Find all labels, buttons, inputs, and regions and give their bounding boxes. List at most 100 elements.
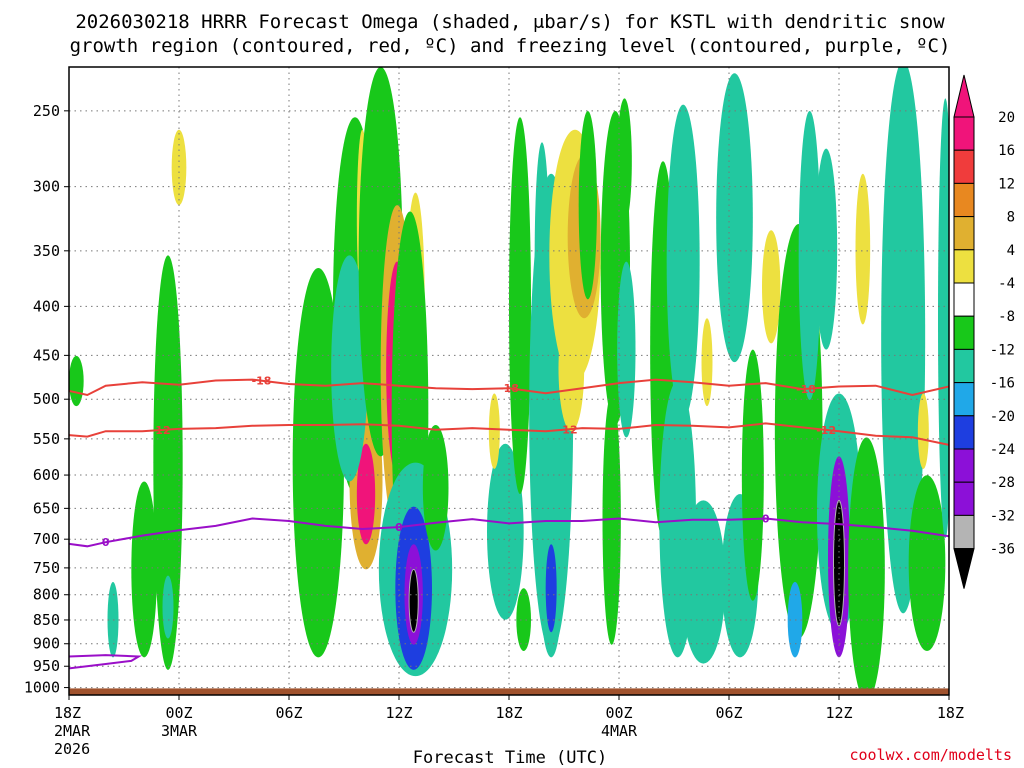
- omega-cell: [762, 230, 781, 344]
- omega-cell: [938, 98, 949, 538]
- colorbar-label: -20: [990, 409, 1015, 425]
- x-date-label: 2MAR: [54, 722, 91, 740]
- y-tick-label: 600: [33, 466, 60, 484]
- colorbar-swatch: [953, 448, 975, 483]
- y-tick-label: 400: [33, 297, 60, 315]
- colorbar-swatch: [953, 415, 975, 450]
- colorbar-label: -12: [990, 342, 1015, 358]
- x-tick-label: 18Z: [54, 704, 81, 722]
- pressure-axis: 250 300 350 400 450 500 550 600 650 700 750 800 850 9…: [24, 102, 69, 697]
- omega-cell: [516, 588, 532, 652]
- colorbar-label: -28: [990, 475, 1015, 491]
- contour-label: -18: [796, 383, 816, 396]
- colorbar-label: -36: [990, 542, 1015, 558]
- contour-red: [69, 378, 949, 397]
- omega-cell: [815, 148, 838, 350]
- colorbar-swatch: [953, 348, 975, 384]
- contour-label: -18: [499, 382, 519, 395]
- omega-cell: [617, 261, 636, 438]
- contour-label: -12: [558, 423, 578, 436]
- omega-cell: [617, 98, 632, 224]
- y-tick-label: 450: [33, 346, 60, 364]
- colorbar-label: -8: [998, 309, 1015, 325]
- colorbar-label: 12: [998, 176, 1015, 192]
- y-tick-label: 300: [33, 178, 60, 196]
- colorbar-bottom-arrow: [953, 548, 975, 589]
- colorbar-swatch: [953, 182, 975, 218]
- credit-text: coolwx.com/modelts: [849, 746, 1012, 764]
- y-tick-label: 650: [33, 499, 60, 517]
- colorbar-label: 16: [998, 143, 1015, 159]
- x-date-label: 3MAR: [161, 722, 198, 740]
- y-tick-label: 850: [33, 611, 60, 629]
- x-tick-label: 06Z: [275, 704, 302, 722]
- omega-cell: [69, 355, 84, 407]
- x-tick-label: 06Z: [715, 704, 742, 722]
- x-tick-label: 18Z: [937, 704, 964, 722]
- colorbar-label: 20: [998, 110, 1015, 126]
- contour-label: -18: [252, 375, 272, 388]
- x-tick-label: 00Z: [165, 704, 192, 722]
- ground-surface: [69, 688, 949, 695]
- colorbar-swatch: [953, 249, 975, 284]
- x-year-label: 2026: [54, 740, 90, 758]
- omega-cell: [848, 437, 885, 695]
- omega-shading: [69, 67, 949, 695]
- colorbar-label: -24: [990, 442, 1015, 458]
- colorbar-label: 4: [1007, 243, 1015, 259]
- omega-cell: [701, 318, 713, 407]
- omega-cell: [798, 110, 821, 400]
- x-axis-title: Forecast Time (UTC): [413, 748, 607, 768]
- y-tick-label: 500: [33, 390, 60, 408]
- colorbar-label: -32: [990, 508, 1015, 524]
- omega-cell: [881, 67, 926, 614]
- omega-cell: [422, 424, 449, 551]
- y-tick-label: 250: [33, 102, 60, 120]
- contour-purple: [69, 517, 949, 548]
- omega-cell: [741, 349, 764, 601]
- colorbar-swatch: [953, 149, 975, 184]
- omega-cell: [488, 393, 500, 469]
- colorbar-swatch: [953, 116, 975, 151]
- colorbar-swatch: [953, 282, 975, 317]
- omega-cell: [578, 110, 597, 300]
- omega-cell: [666, 104, 700, 419]
- omega-cell: [855, 173, 871, 325]
- y-tick-label: 950: [33, 657, 60, 675]
- y-tick-label: 550: [33, 430, 60, 448]
- omega-cell: [356, 443, 376, 545]
- omega-cell: [545, 544, 557, 633]
- colorbar-label: -16: [990, 376, 1015, 392]
- contour-purple: [69, 654, 143, 670]
- grid-lines: [69, 67, 949, 695]
- omega-cell: [162, 575, 174, 639]
- omega-cell: [131, 481, 158, 658]
- y-tick-label: 1000: [24, 679, 60, 697]
- colorbar-swatch: [953, 481, 975, 516]
- colorbar: 20 16 12 8 4 -4 -8 -12 -16 -20 -24 -28 -32 -36: [953, 74, 1015, 589]
- colorbar-swatch: [953, 514, 975, 550]
- omega-cell: [558, 305, 585, 432]
- omega-cell: [716, 73, 753, 363]
- colorbar-swatch: [953, 382, 975, 417]
- contour-red: [69, 422, 949, 446]
- y-tick-label: 800: [33, 586, 60, 604]
- omega-cell: [408, 568, 419, 633]
- colorbar-top-arrow: [953, 74, 975, 118]
- chart-title-line1: 2026030218 HRRR Forecast Omega (shaded, …: [75, 11, 945, 33]
- colorbar-label: 8: [1007, 210, 1015, 226]
- contour-label: -12: [816, 424, 836, 437]
- omega-cell: [908, 475, 946, 652]
- omega-cell: [509, 117, 531, 495]
- omega-cell: [292, 267, 345, 658]
- y-tick-label: 900: [33, 635, 60, 653]
- chart-title-line2: growth region (contoured, red, ºC) and f…: [70, 35, 951, 57]
- contour-label: 0: [395, 521, 403, 534]
- x-tick-label: 12Z: [385, 704, 412, 722]
- omega-cell: [487, 443, 524, 620]
- colorbar-swatch: [953, 315, 975, 350]
- y-tick-label: 350: [33, 242, 60, 260]
- omega-cell: [153, 255, 183, 670]
